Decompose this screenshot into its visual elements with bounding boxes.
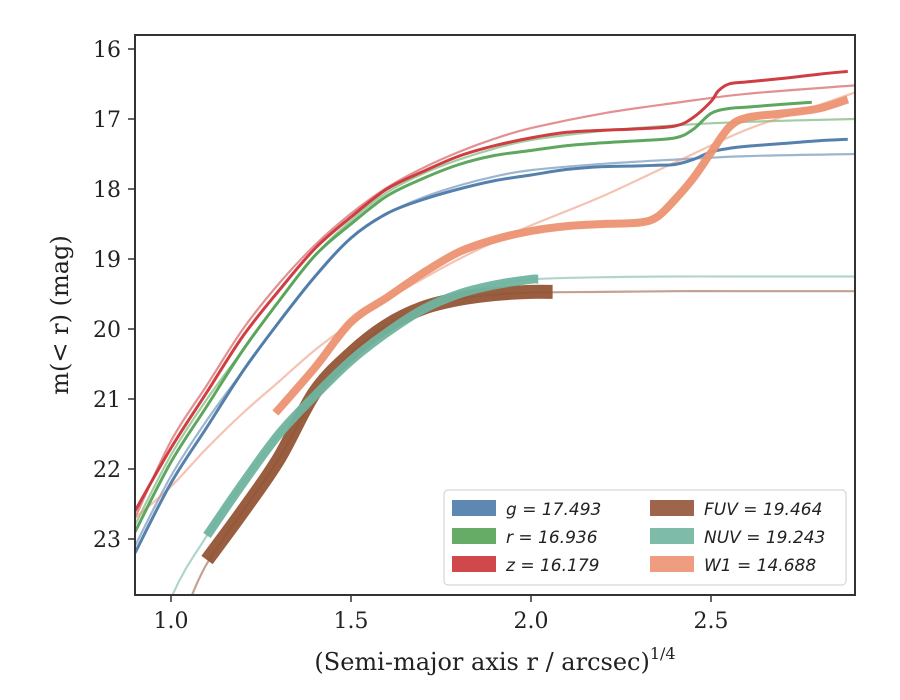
legend-swatch-fuv bbox=[650, 500, 694, 516]
plot-frame bbox=[134, 34, 856, 596]
y-tick-label: 21 bbox=[93, 388, 121, 413]
y-tick-label: 16 bbox=[93, 38, 121, 63]
y-tick-label: 23 bbox=[93, 528, 121, 553]
legend-label-fuv: FUV = 19.464 bbox=[704, 500, 822, 520]
series-layer bbox=[135, 69, 855, 595]
series-data-nuv bbox=[203, 274, 540, 539]
y-axis-label: m(< r) (mag) bbox=[46, 235, 74, 394]
series-data-g bbox=[135, 137, 848, 554]
series-data-fuv bbox=[201, 284, 553, 565]
y-tick-label: 18 bbox=[93, 178, 121, 203]
series-model-w1 bbox=[135, 91, 855, 520]
series-data-z bbox=[135, 69, 848, 512]
y-tick-label: 20 bbox=[93, 318, 121, 343]
x-tick-label: 1.5 bbox=[334, 609, 369, 634]
x-axis-label: (Semi-major axis r / arcsec)1/4 bbox=[314, 644, 675, 676]
x-tick-label: 1.0 bbox=[154, 609, 189, 634]
legend-swatch-nuv bbox=[650, 528, 694, 544]
legend-swatch-g bbox=[452, 500, 496, 516]
legend-label-w1: W1 = 14.688 bbox=[704, 556, 816, 576]
y-tick-label: 22 bbox=[93, 458, 121, 483]
y-tick-label: 17 bbox=[93, 108, 121, 133]
legend-swatch-z bbox=[452, 556, 496, 572]
ticks-layer: 1.0 1.5 2.0 2.5 16 17 18 19 20 21 22 23 bbox=[93, 38, 729, 634]
legend-swatch-r bbox=[452, 528, 496, 544]
legend-label-g: g = 17.493 bbox=[506, 500, 601, 520]
series-model-z bbox=[135, 84, 855, 520]
legend-swatch-w1 bbox=[650, 556, 694, 572]
x-tick-label: 2.5 bbox=[694, 609, 729, 634]
legend-label-r: r = 16.936 bbox=[506, 528, 598, 548]
y-tick-label: 19 bbox=[93, 248, 121, 273]
x-tick-label: 2.0 bbox=[514, 609, 549, 634]
series-data-w1 bbox=[272, 95, 850, 416]
legend: g = 17.493 r = 16.936 z = 16.179 FUV = 19.4… bbox=[443, 489, 847, 586]
legend-label-z: z = 16.179 bbox=[505, 556, 599, 576]
legend-label-nuv: NUV = 19.243 bbox=[704, 528, 825, 548]
legend-frame bbox=[443, 489, 847, 586]
series-data-r bbox=[135, 100, 812, 533]
